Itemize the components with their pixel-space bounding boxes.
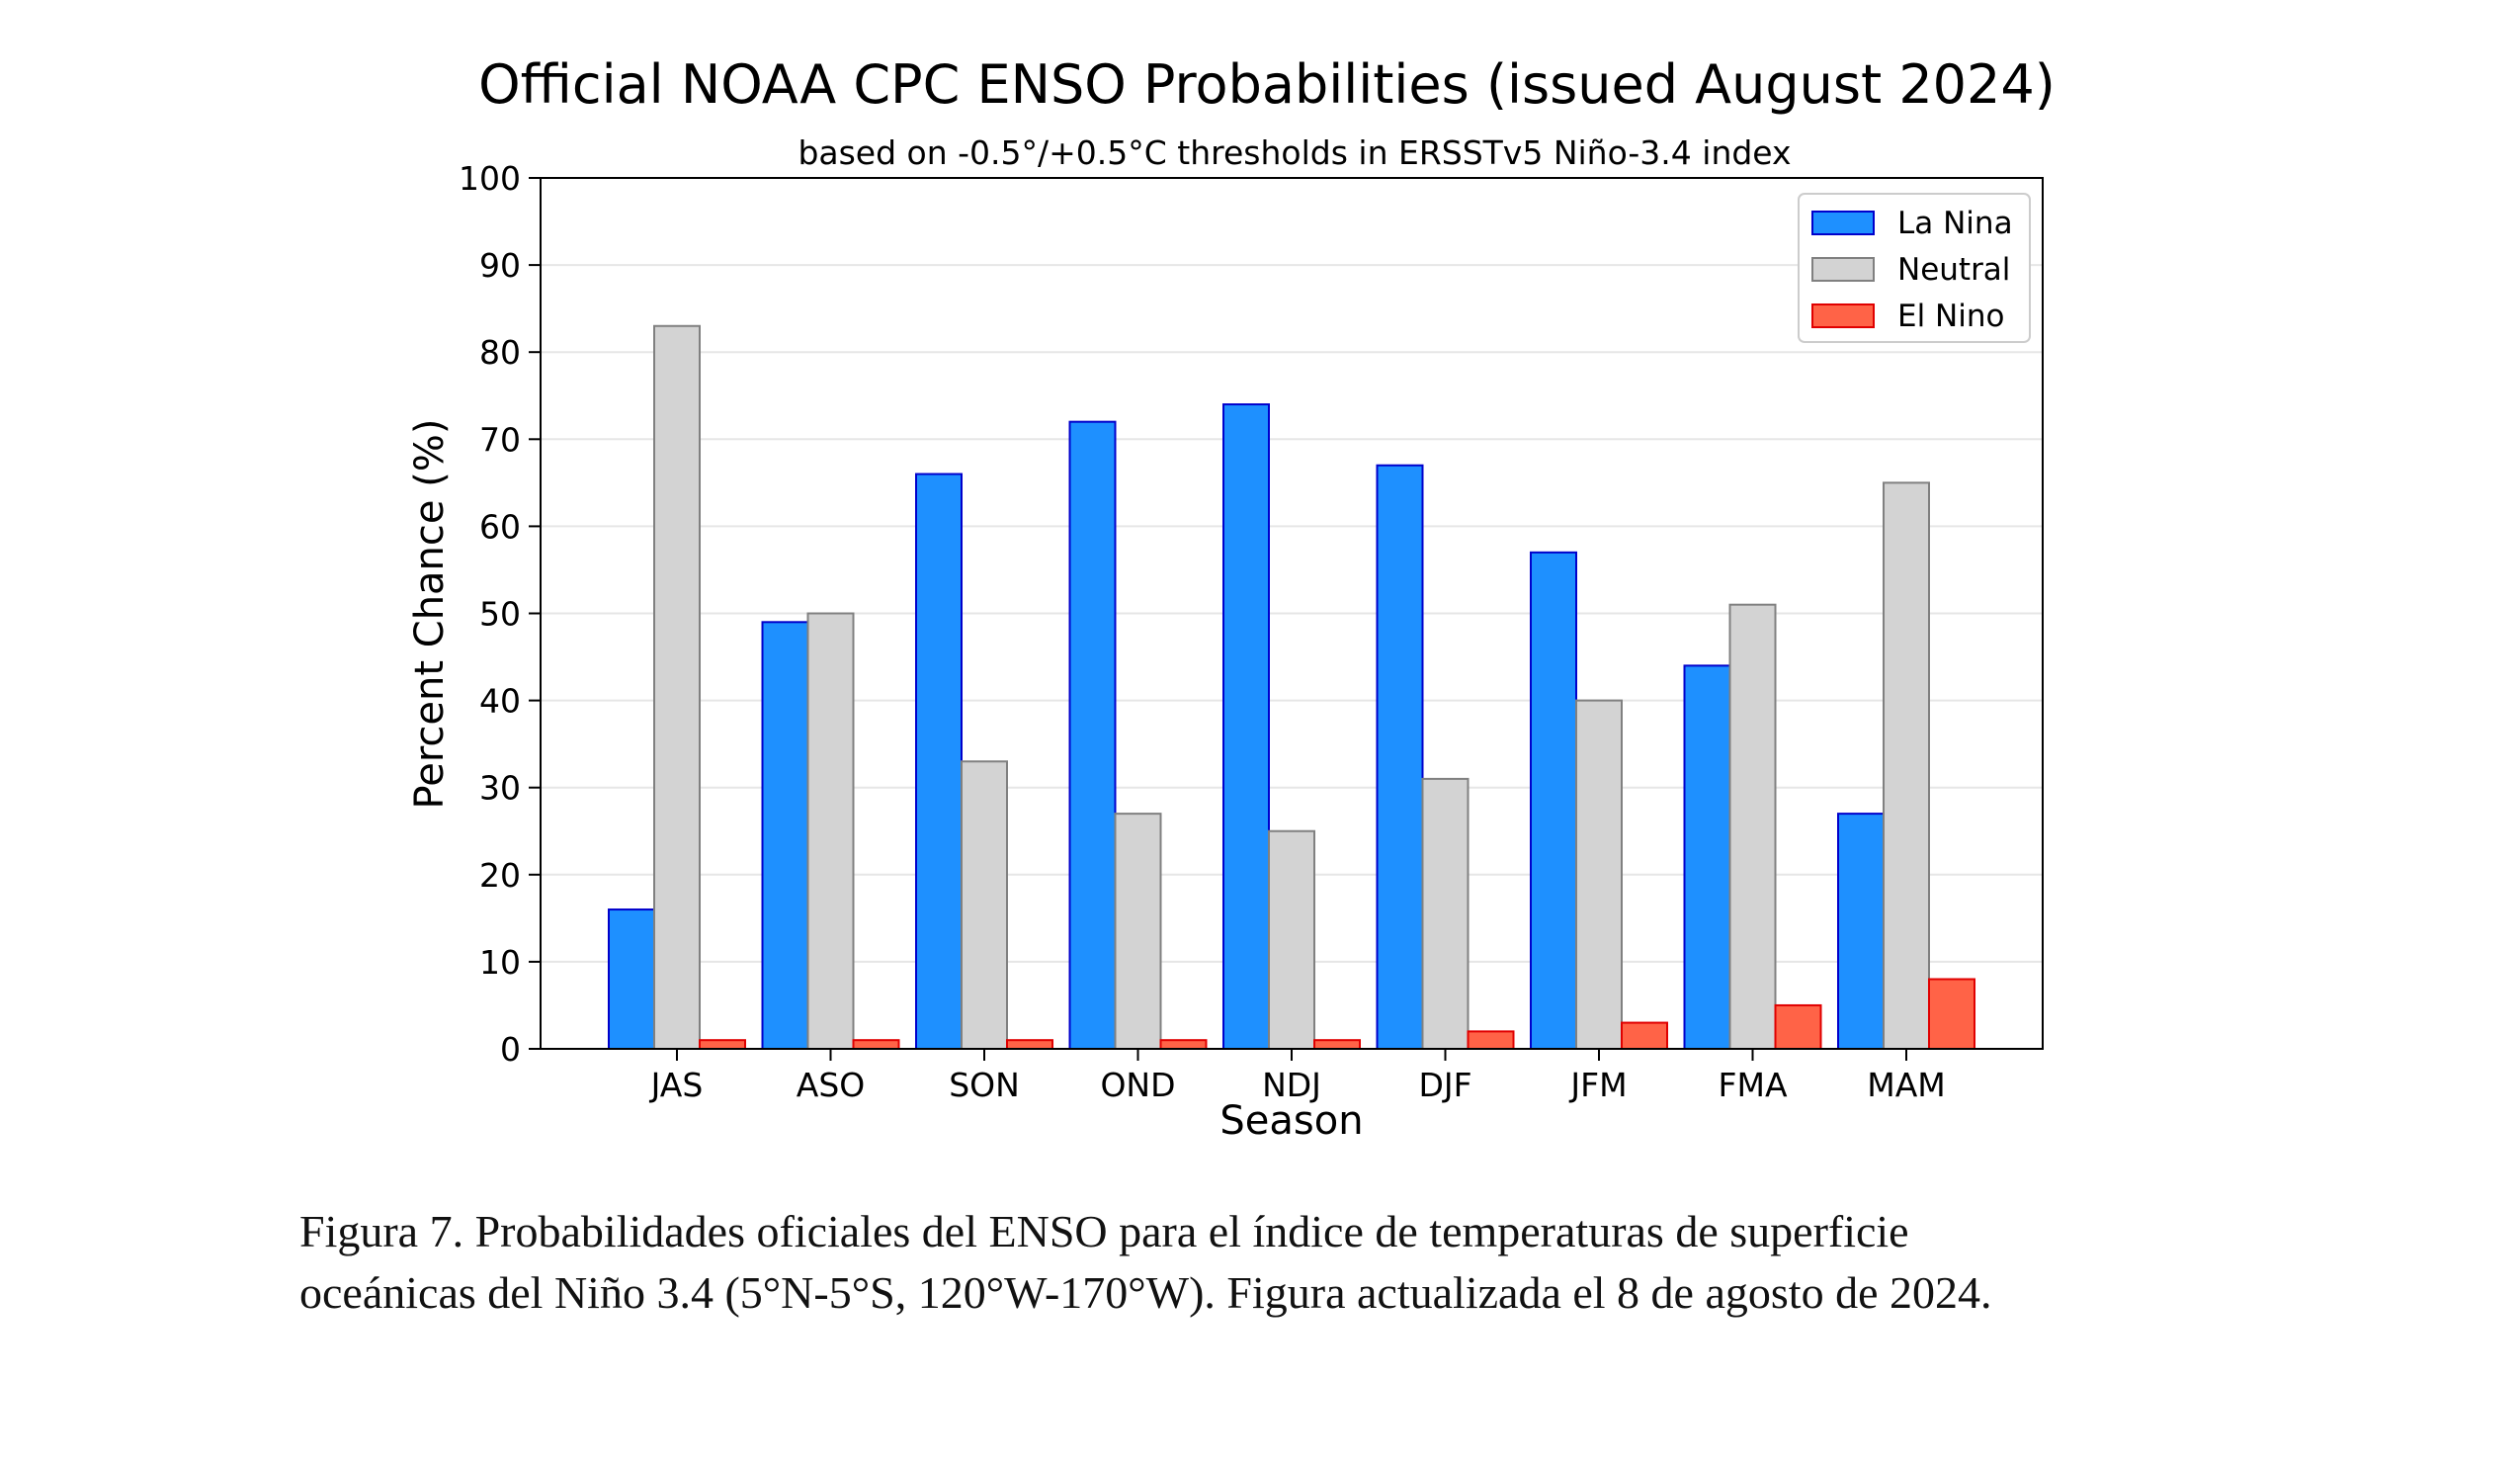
figure-caption: Figura 7. Probabilidades oficiales del E… [299, 1201, 2325, 1324]
bar-la-nina [608, 908, 655, 1050]
bar-la-nina [1376, 464, 1424, 1051]
x-tick-label: ASO [797, 1066, 866, 1104]
bar-el-nino [699, 1039, 746, 1050]
bar-neutral [1575, 699, 1623, 1050]
y-tick-label: 10 [479, 943, 521, 982]
x-tick-label: JFM [1568, 1066, 1627, 1104]
bar-el-nino [1774, 1003, 1822, 1051]
legend-swatch [1811, 303, 1875, 328]
y-axis: 0 10 20 30 40 50 60 70 80 90 100 [459, 159, 541, 1069]
y-tick-label: 40 [479, 682, 521, 721]
x-tick-label: FMA [1718, 1066, 1787, 1104]
x-tick-label: MAM [1867, 1066, 1946, 1104]
x-tick-label: DJF [1418, 1066, 1471, 1104]
bar-el-nino [1006, 1039, 1053, 1050]
legend-label: La Nina [1897, 206, 2013, 241]
legend-swatch [1811, 257, 1875, 282]
bar-la-nina [1837, 813, 1885, 1050]
legend: La Nina Neutral El Nino [1798, 193, 2031, 343]
bar-neutral [1114, 813, 1162, 1050]
bar-la-nina [1222, 403, 1270, 1050]
bar-la-nina [1068, 420, 1117, 1050]
x-axis-label: Season [1219, 1098, 1363, 1144]
bar-el-nino [1621, 1021, 1668, 1050]
bars [608, 324, 1975, 1051]
bar-el-nino [1928, 978, 1975, 1051]
bar-el-nino [1467, 1030, 1515, 1051]
bar-el-nino [1313, 1039, 1361, 1050]
chart-subtitle: based on -0.5°/+0.5°C thresholds in ERSS… [798, 133, 1791, 172]
y-tick-label: 90 [479, 246, 521, 285]
bar-el-nino [1159, 1039, 1208, 1050]
bar-neutral [1268, 829, 1315, 1050]
bar-la-nina [761, 621, 809, 1050]
bar-la-nina [1683, 664, 1731, 1050]
bar-neutral [1421, 777, 1470, 1050]
y-axis-label: Percent Chance (%) [407, 419, 453, 810]
y-tick-label: 50 [479, 595, 521, 634]
y-tick-label: 70 [479, 420, 521, 459]
chart-title: Official NOAA CPC ENSO Probabilities (is… [478, 53, 2056, 116]
legend-swatch [1811, 211, 1875, 235]
bar-neutral [653, 324, 701, 1050]
bar-neutral [1883, 481, 1930, 1051]
y-tick-label: 60 [479, 507, 521, 546]
bar-neutral [961, 760, 1008, 1051]
x-tick-label: JAS [649, 1066, 704, 1104]
y-tick-label: 0 [500, 1030, 521, 1069]
bar-el-nino [852, 1039, 900, 1050]
caption-line-2: oceánicas del Niño 3.4 (5°N-5°S, 120°W-1… [299, 1267, 1992, 1318]
caption-line-1: Figura 7. Probabilidades oficiales del E… [299, 1206, 1909, 1256]
x-axis: JAS ASO SON OND NDJ DJF JFM FMA MAM [649, 1049, 1946, 1104]
bar-neutral [806, 612, 855, 1050]
bar-la-nina [1530, 551, 1577, 1051]
legend-label: Neutral [1897, 252, 2010, 288]
legend-label: El Nino [1897, 299, 2004, 334]
bar-neutral [1728, 603, 1777, 1050]
y-tick-label: 80 [479, 333, 521, 372]
y-tick-label: 20 [479, 856, 521, 895]
y-tick-label: 100 [459, 159, 521, 198]
enso-probability-chart: Official NOAA CPC ENSO Probabilities (is… [407, 53, 2056, 1144]
x-tick-label: OND [1100, 1066, 1175, 1104]
x-tick-label: SON [949, 1066, 1020, 1104]
bar-la-nina [915, 473, 963, 1051]
y-tick-label: 30 [479, 769, 521, 808]
x-tick-label: NDJ [1262, 1066, 1321, 1104]
